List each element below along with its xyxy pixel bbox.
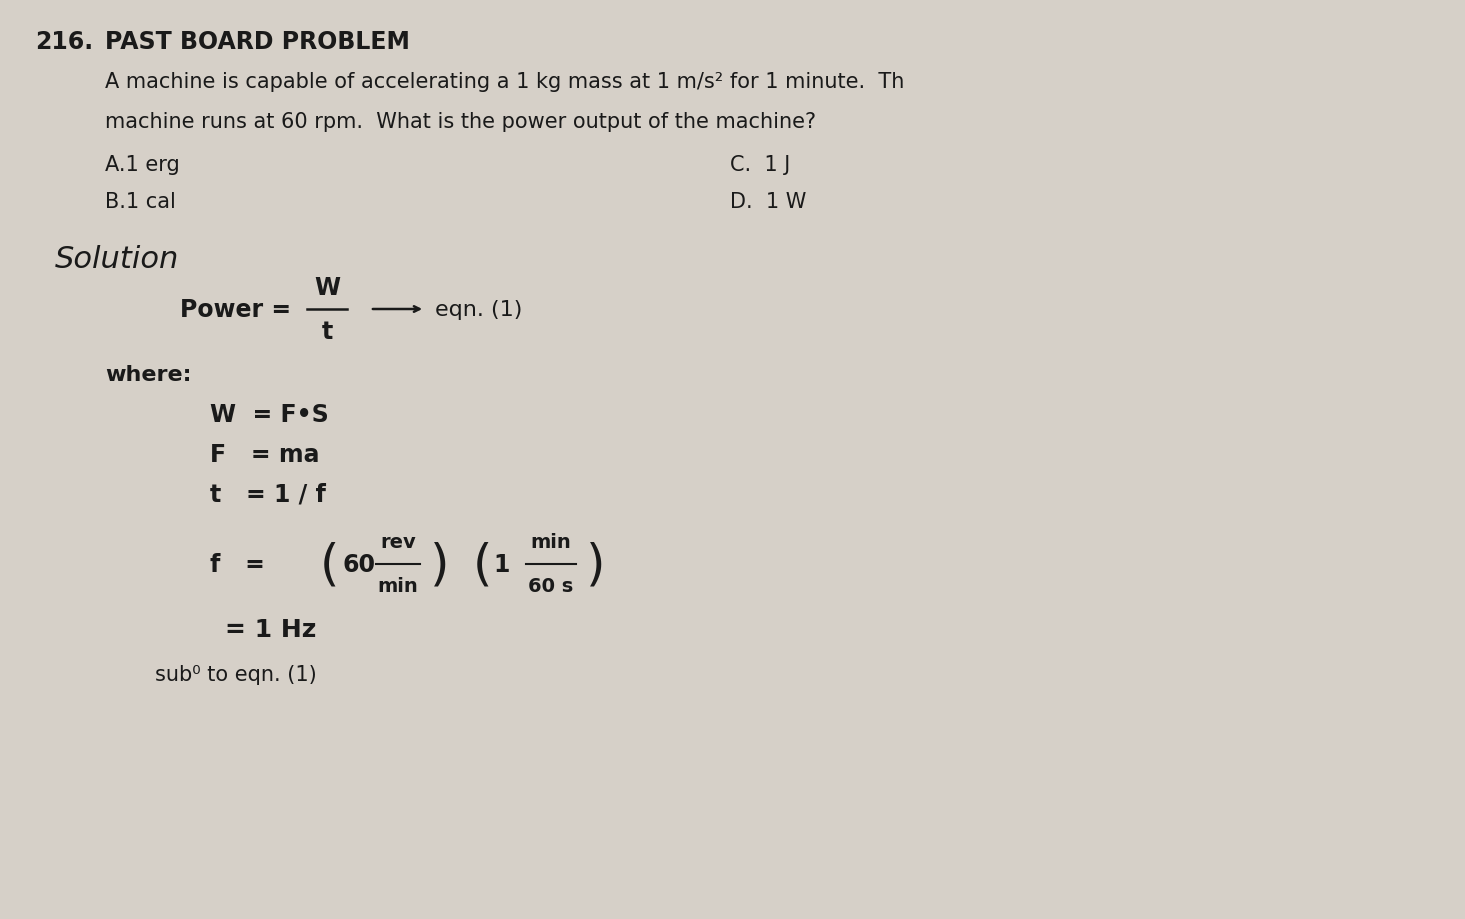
Text: D.  1 W: D. 1 W [730,192,806,211]
Text: t   = 1 / f: t = 1 / f [209,482,325,506]
Text: f   =: f = [209,552,265,576]
Text: ): ) [431,540,450,588]
Text: t: t [321,320,333,344]
Text: 216.: 216. [35,30,94,54]
Text: rev: rev [379,533,416,552]
Text: PAST BOARD PROBLEM: PAST BOARD PROBLEM [105,30,410,54]
Text: (: ( [473,540,492,588]
Text: F   = ma: F = ma [209,443,319,467]
Text: W  = F•S: W = F•S [209,403,328,426]
Text: where:: where: [105,365,192,384]
Text: sub⁰ to eqn. (1): sub⁰ to eqn. (1) [155,664,316,685]
Text: C.  1 J: C. 1 J [730,154,790,175]
Text: A machine is capable of accelerating a 1 kg mass at 1 m/s² for 1 minute.  Th: A machine is capable of accelerating a 1… [105,72,904,92]
Text: Power =: Power = [180,298,299,322]
Text: 60: 60 [341,552,375,576]
Text: eqn. (1): eqn. (1) [435,300,523,320]
Text: machine runs at 60 rpm.  What is the power output of the machine?: machine runs at 60 rpm. What is the powe… [105,112,816,131]
Text: 1: 1 [494,552,510,576]
Text: (: ( [319,540,340,588]
Text: min: min [378,577,419,596]
Text: min: min [530,533,571,552]
Text: W: W [314,276,340,300]
Text: B.1 cal: B.1 cal [105,192,176,211]
Text: 60 s: 60 s [529,577,574,596]
Text: = 1 Hz: = 1 Hz [226,618,316,641]
Text: Solution: Solution [56,244,179,274]
Text: A.1 erg: A.1 erg [105,154,180,175]
Text: ): ) [586,540,605,588]
